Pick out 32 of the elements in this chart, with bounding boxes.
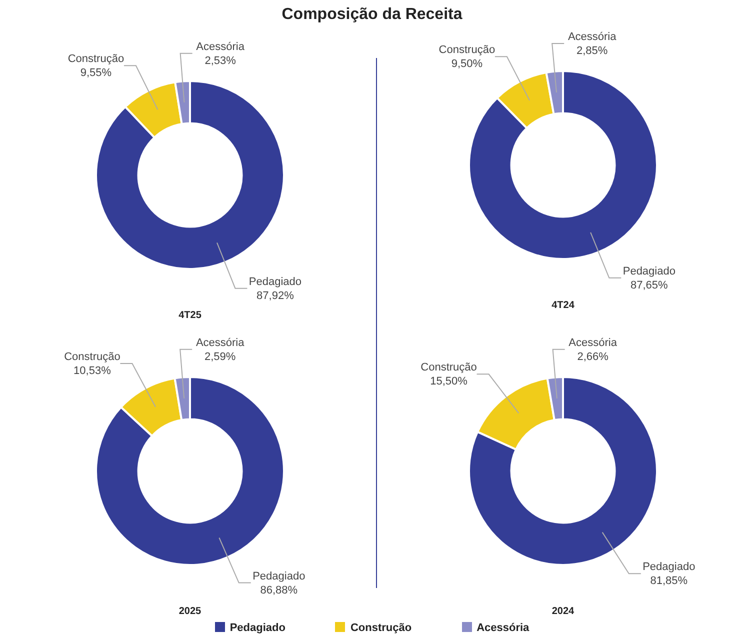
slice-label: Acessória (568, 31, 618, 44)
data-label: 10,53% (74, 365, 112, 378)
text: 4T24 (550, 300, 576, 311)
slice-label: Construção (438, 44, 496, 56)
data-label: 86,88% (260, 584, 298, 596)
slice-label: Construção (420, 362, 477, 374)
data-label: 9,50% (451, 58, 483, 70)
text: 4T25 (178, 310, 202, 321)
data-label: 2,66% (577, 350, 609, 363)
data-label: 2,85% (576, 45, 608, 58)
slice-label: Pedagiado (248, 276, 302, 288)
legend-label: Acessória (476, 622, 530, 634)
data-label: 9,55% (80, 67, 112, 80)
data-label: 2,53% (204, 54, 236, 67)
data-label: 81,85% (650, 575, 688, 588)
data-label: 87,92% (256, 290, 294, 302)
data-label: 87,65% (630, 279, 668, 292)
text: 2025 (178, 606, 202, 617)
text: 2024 (550, 606, 576, 617)
slice-label: Acessória (196, 40, 246, 53)
slice-label: Construção (68, 53, 124, 66)
slice-label: Pedagiado (642, 561, 696, 574)
legend-label: Construção (349, 622, 412, 634)
slice-label: Construção (64, 351, 120, 364)
text: Composição da Receita (280, 6, 464, 24)
slice-label: Acessória (196, 336, 246, 349)
data-label: 2,59% (204, 350, 236, 363)
slice-label: Acessória (568, 336, 618, 349)
data-label: 15,50% (430, 376, 468, 388)
slice-label: Pedagiado (252, 570, 306, 582)
legend-label: Pedagiado (228, 622, 286, 634)
slice-label: Pedagiado (622, 265, 676, 278)
